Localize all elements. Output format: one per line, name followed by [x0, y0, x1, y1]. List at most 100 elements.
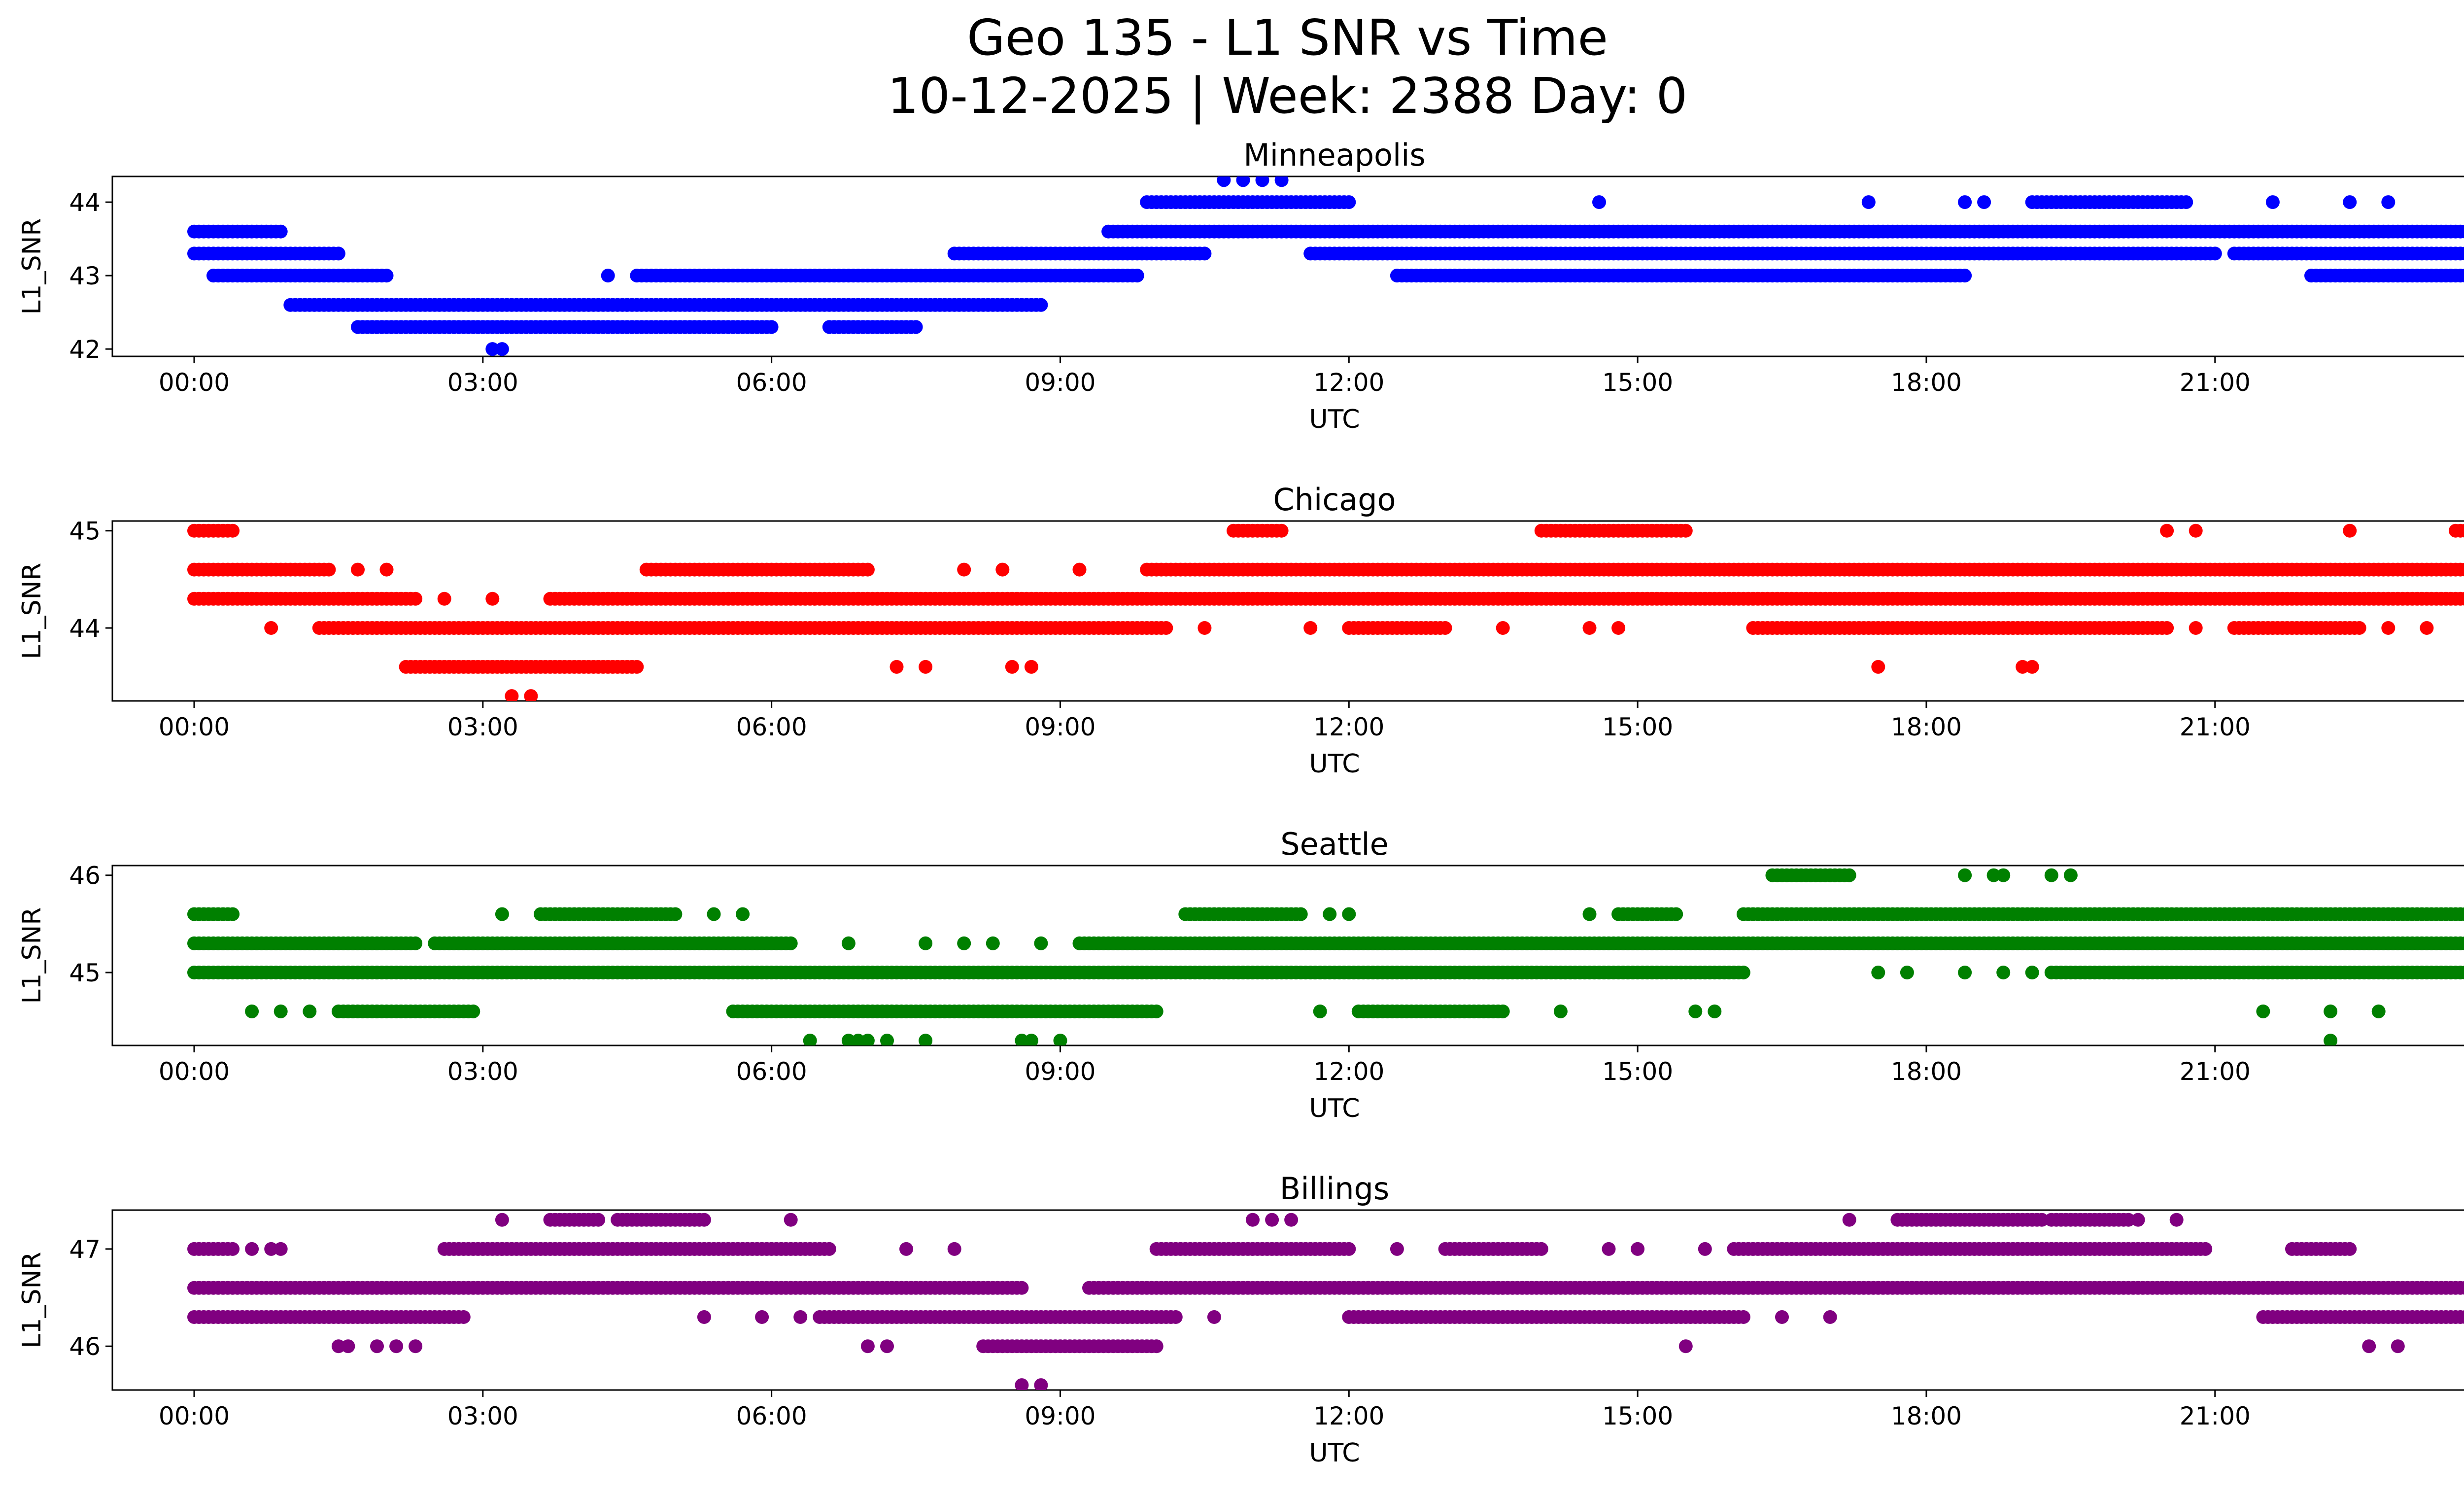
data-point — [1582, 621, 1597, 635]
data-point — [505, 689, 519, 701]
panel-title: Chicago — [1273, 482, 1396, 518]
x-axis-label: UTC — [1309, 1094, 1360, 1123]
data-point — [736, 907, 750, 921]
data-point — [2352, 621, 2366, 635]
data-point — [1159, 621, 1173, 635]
data-point — [1736, 966, 1750, 979]
x-tick-label: 00:00 — [159, 713, 230, 741]
data-point — [245, 1004, 259, 1018]
data-point — [995, 562, 1010, 577]
data-point — [485, 342, 500, 356]
data-point — [456, 1310, 471, 1324]
x-tick-label: 18:00 — [1891, 713, 1962, 741]
data-point — [226, 907, 240, 921]
data-point — [1871, 660, 1885, 674]
data-point — [2016, 660, 2030, 674]
data-point — [1024, 1034, 1038, 1045]
data-point — [495, 342, 509, 356]
data-point — [1958, 966, 1972, 979]
data-point — [1149, 1339, 1164, 1354]
data-point — [668, 907, 683, 921]
data-point — [2256, 1004, 2270, 1018]
data-point — [1986, 868, 2001, 882]
data-point — [1977, 195, 1991, 209]
data-point — [379, 562, 394, 577]
data-point — [2371, 1004, 2386, 1018]
data-markers — [187, 176, 2464, 356]
data-point — [890, 660, 904, 674]
x-tick-label: 12:00 — [1313, 368, 1384, 397]
data-point — [1582, 907, 1597, 921]
plot-frame — [111, 865, 2464, 1046]
data-point — [1842, 868, 1856, 882]
data-point — [1958, 195, 1972, 209]
figure-title-line-1: Geo 135 - L1 SNR vs Time — [967, 9, 1608, 67]
data-point — [986, 936, 1000, 950]
y-tick-label: 45 — [69, 517, 101, 546]
plot-frame — [111, 175, 2464, 357]
data-point — [1294, 907, 1308, 921]
data-point — [1198, 621, 1212, 635]
x-tick-label: 06:00 — [736, 1057, 807, 1086]
data-point — [1678, 523, 1693, 538]
data-point — [1198, 246, 1212, 261]
data-point — [1217, 176, 1231, 187]
data-markers — [187, 1213, 2464, 1390]
x-tick-label: 06:00 — [736, 368, 807, 397]
data-point — [957, 562, 971, 577]
data-point — [1130, 269, 1144, 283]
data-point — [2324, 1004, 2338, 1018]
data-point — [1861, 195, 1876, 209]
panel-title: Seattle — [1280, 826, 1388, 862]
data-markers — [187, 523, 2464, 701]
y-tick-label: 44 — [69, 614, 101, 643]
data-point — [485, 591, 500, 606]
data-point — [2458, 966, 2464, 979]
data-point — [226, 1242, 240, 1256]
data-point — [1958, 269, 1972, 283]
data-point — [1005, 660, 1019, 674]
data-point — [630, 660, 644, 674]
data-point — [466, 1004, 480, 1018]
data-point — [2035, 1213, 2049, 1227]
data-point — [1034, 298, 1048, 312]
data-point — [1015, 1281, 1029, 1295]
data-point — [303, 1004, 317, 1018]
data-point — [2458, 937, 2464, 950]
data-point — [409, 936, 423, 950]
data-point — [784, 936, 798, 950]
data-point — [860, 1034, 875, 1045]
data-point — [957, 936, 971, 950]
data-point — [2324, 1034, 2338, 1045]
data-point — [2458, 1281, 2464, 1295]
data-point — [437, 591, 451, 606]
data-point — [1342, 907, 1356, 921]
data-point — [919, 936, 933, 950]
data-point — [1669, 907, 1683, 921]
x-tick-label: 06:00 — [736, 713, 807, 741]
data-point — [1303, 621, 1318, 635]
data-point — [1900, 966, 1914, 979]
x-tick-label: 00:00 — [159, 1057, 230, 1086]
data-point — [1342, 1242, 1356, 1256]
y-tick-label: 45 — [69, 959, 101, 987]
x-tick-label: 21:00 — [2180, 368, 2251, 397]
data-point — [1958, 868, 1972, 882]
x-tick-label: 18:00 — [1891, 1057, 1962, 1086]
data-point — [1592, 195, 1606, 209]
data-point — [1236, 176, 1250, 187]
data-point — [379, 269, 394, 283]
data-point — [841, 936, 856, 950]
data-point — [1534, 1242, 1548, 1256]
data-point — [697, 1213, 711, 1227]
figure-title-line-2: 10-12-2025 | Week: 2388 Day: 0 — [887, 67, 1688, 125]
x-tick-label: 12:00 — [1313, 713, 1384, 741]
data-point — [1996, 868, 2011, 882]
data-point — [803, 1034, 817, 1045]
data-point — [1274, 523, 1289, 538]
data-point — [1072, 562, 1087, 577]
data-point — [2265, 195, 2280, 209]
